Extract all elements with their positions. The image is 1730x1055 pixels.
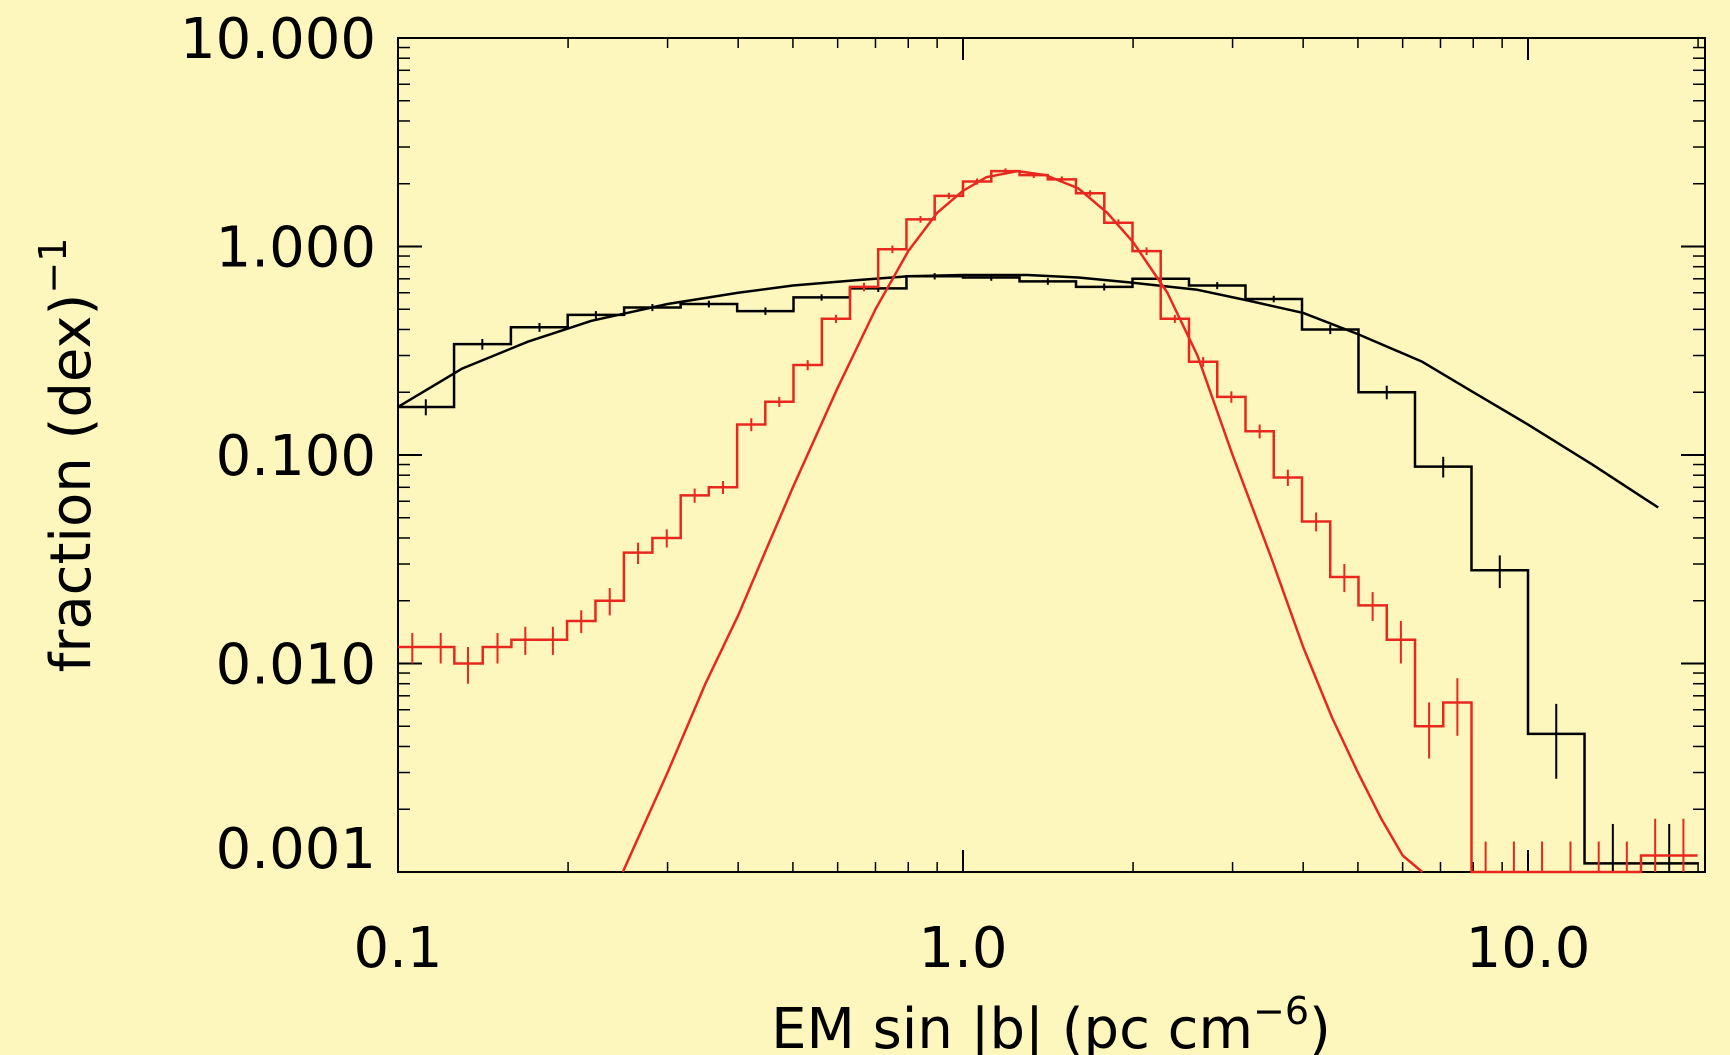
series-3 <box>621 169 1424 873</box>
x-tick-label: 10.0 <box>1466 916 1591 981</box>
y-tick-label: 0.100 <box>216 424 376 489</box>
x-tick-label: 0.1 <box>353 916 442 981</box>
y-axis-title: fraction (dex)−1 <box>31 238 104 673</box>
series-1 <box>397 273 1659 509</box>
minor-ticks <box>398 38 1705 872</box>
x-tick-labels: 0.1 1.0 10.0 <box>353 916 1590 981</box>
series-layer <box>397 168 1698 874</box>
y-tick-label: 0.001 <box>216 817 376 882</box>
y-tick-label: 0.010 <box>216 633 376 698</box>
y-tick-label: 1.000 <box>216 216 376 281</box>
x-tick-label: 1.0 <box>918 916 1007 981</box>
fit-curve <box>621 169 1424 873</box>
series-2 <box>398 168 1698 874</box>
y-tick-labels: 10.000 1.000 0.100 0.010 0.001 <box>180 7 376 882</box>
x-axis-title: EM sin |b| (pc cm−6) <box>771 989 1331 1055</box>
histogram-steps <box>398 169 1698 874</box>
major-ticks <box>397 37 1705 873</box>
fit-curve <box>397 273 1659 509</box>
y-tick-label: 10.000 <box>180 7 376 72</box>
